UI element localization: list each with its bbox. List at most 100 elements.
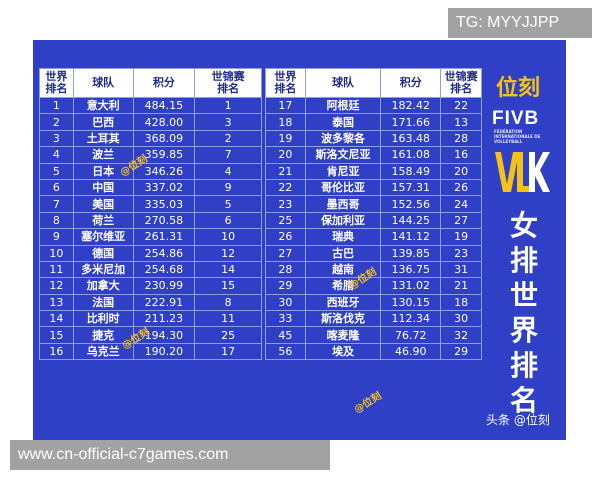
table-row: 27 古巴 139.85 23 [265, 244, 482, 262]
championship-rank-cell: 30 [440, 310, 482, 328]
championship-rank-cell: 9 [194, 178, 262, 197]
championship-rank-cell: 23 [440, 244, 482, 262]
points-cell: 337.02 [132, 178, 196, 197]
points-cell: 141.12 [380, 228, 442, 246]
points-cell: 161.08 [380, 146, 442, 164]
tg-banner: TG: MYYJJPP [448, 8, 592, 38]
table-row: 5 日本 346.26 4 [39, 162, 262, 180]
points-cell: 222.91 [132, 293, 196, 312]
team-cell: 塞尔维亚 [72, 228, 134, 246]
championship-rank-cell: 17 [194, 342, 262, 361]
championship-rank-cell: 11 [194, 310, 262, 328]
team-cell: 保加利亚 [304, 211, 382, 230]
championship-rank-cell: 5 [194, 195, 262, 213]
rank-cell: 6 [39, 178, 74, 197]
points-cell: 163.48 [380, 129, 442, 148]
points-cell: 131.02 [380, 277, 442, 295]
rank-cell: 22 [265, 178, 306, 197]
rank-cell: 23 [265, 195, 306, 213]
rank-cell: 8 [39, 211, 74, 230]
table-row: 15 捷克 194.30 25 [39, 326, 262, 344]
fivb-subtext: FÉDÉRATION INTERNATIONALE DE VOLLEYBALL [494, 129, 541, 144]
points-cell: 112.34 [380, 310, 442, 328]
team-cell: 肯尼亚 [304, 162, 382, 180]
points-cell: 76.72 [380, 326, 442, 344]
championship-rank-cell: 14 [194, 260, 262, 279]
table-row: 13 法国 222.91 8 [39, 293, 262, 312]
credit-text: 头条 @位刻 [486, 413, 550, 427]
team-cell: 意大利 [72, 96, 134, 115]
championship-rank-cell: 10 [194, 228, 262, 246]
rank-cell: 17 [265, 96, 306, 115]
table-row: 18 泰国 171.66 13 [265, 113, 482, 131]
header-points: 积分 [380, 68, 442, 98]
table-row: 22 哥伦比亚 157.31 26 [265, 178, 482, 197]
rank-cell: 10 [39, 244, 74, 262]
ranking-table-left: 世界 排名 球队 积分 世锦赛 排名 1 意大利 484.15 1 2 巴西 428.00 3… [39, 68, 262, 361]
side-title-char: 名 [509, 384, 538, 417]
championship-rank-cell: 29 [440, 342, 482, 361]
points-cell: 261.31 [132, 228, 196, 246]
table-row: 8 荷兰 270.58 6 [39, 211, 262, 230]
championship-rank-cell: 26 [440, 178, 482, 197]
points-cell: 139.85 [380, 244, 442, 262]
rank-cell: 9 [39, 228, 74, 246]
rank-cell: 18 [265, 113, 306, 131]
table-row: 11 多米尼加 254.68 14 [39, 260, 262, 279]
vnl-logo-icon [495, 152, 550, 192]
header-team: 球队 [304, 68, 382, 98]
championship-rank-cell: 4 [194, 162, 262, 180]
team-cell: 法国 [72, 293, 134, 312]
table-row: 19 波多黎各 163.48 28 [265, 129, 482, 148]
header-team: 球队 [72, 68, 134, 98]
rank-cell: 4 [39, 146, 74, 164]
points-cell: 130.15 [380, 293, 442, 312]
championship-rank-cell: 32 [440, 326, 482, 344]
ranking-table-right: 世界 排名 球队 积分 世锦赛 排名 17 阿根廷 182.42 22 18 泰国 171.… [265, 68, 482, 361]
championship-rank-cell: 22 [440, 96, 482, 115]
championship-rank-cell: 6 [194, 211, 262, 230]
rank-cell: 16 [39, 342, 74, 361]
table-row: 45 喀麦隆 76.72 32 [265, 326, 482, 344]
team-cell: 墨西哥 [304, 195, 382, 213]
table-row: 6 中国 337.02 9 [39, 178, 262, 197]
side-title-char: 女 [509, 209, 538, 242]
table-row: 12 加拿大 230.99 15 [39, 277, 262, 295]
team-cell: 埃及 [304, 342, 382, 361]
championship-rank-cell: 8 [194, 293, 262, 312]
team-cell: 捷克 [72, 326, 134, 344]
table-row: 23 墨西哥 152.56 24 [265, 195, 482, 213]
table-row: 20 斯洛文尼亚 161.08 16 [265, 146, 482, 164]
points-cell: 46.90 [380, 342, 442, 361]
team-cell: 美国 [72, 195, 134, 213]
points-cell: 144.25 [380, 211, 442, 230]
rank-cell: 33 [265, 310, 306, 328]
team-cell: 中国 [72, 178, 134, 197]
points-cell: 190.20 [132, 342, 196, 361]
points-cell: 335.03 [132, 195, 196, 213]
rank-cell: 3 [39, 129, 74, 148]
rank-cell: 56 [265, 342, 306, 361]
header-championship-rank: 世锦赛 排名 [194, 68, 262, 98]
side-title-char: 界 [509, 314, 538, 347]
rank-cell: 14 [39, 310, 74, 328]
championship-rank-cell: 31 [440, 260, 482, 279]
rank-cell: 7 [39, 195, 74, 213]
points-cell: 211.23 [132, 310, 196, 328]
rank-cell: 1 [39, 96, 74, 115]
table-row: 30 西班牙 130.15 18 [265, 293, 482, 312]
team-cell: 荷兰 [72, 211, 134, 230]
side-title-char: 排 [509, 349, 538, 382]
rank-cell: 20 [265, 146, 306, 164]
team-cell: 哥伦比亚 [304, 178, 382, 197]
team-cell: 加拿大 [72, 277, 134, 295]
table-row: 14 比利时 211.23 11 [39, 310, 262, 328]
championship-rank-cell: 21 [440, 277, 482, 295]
rank-cell: 25 [265, 211, 306, 230]
team-cell: 越南 [304, 260, 382, 279]
team-cell: 泰国 [304, 113, 382, 131]
points-cell: 368.09 [132, 129, 196, 148]
championship-rank-cell: 25 [194, 326, 262, 344]
team-cell: 喀麦隆 [304, 326, 382, 344]
rank-cell: 29 [265, 277, 306, 295]
